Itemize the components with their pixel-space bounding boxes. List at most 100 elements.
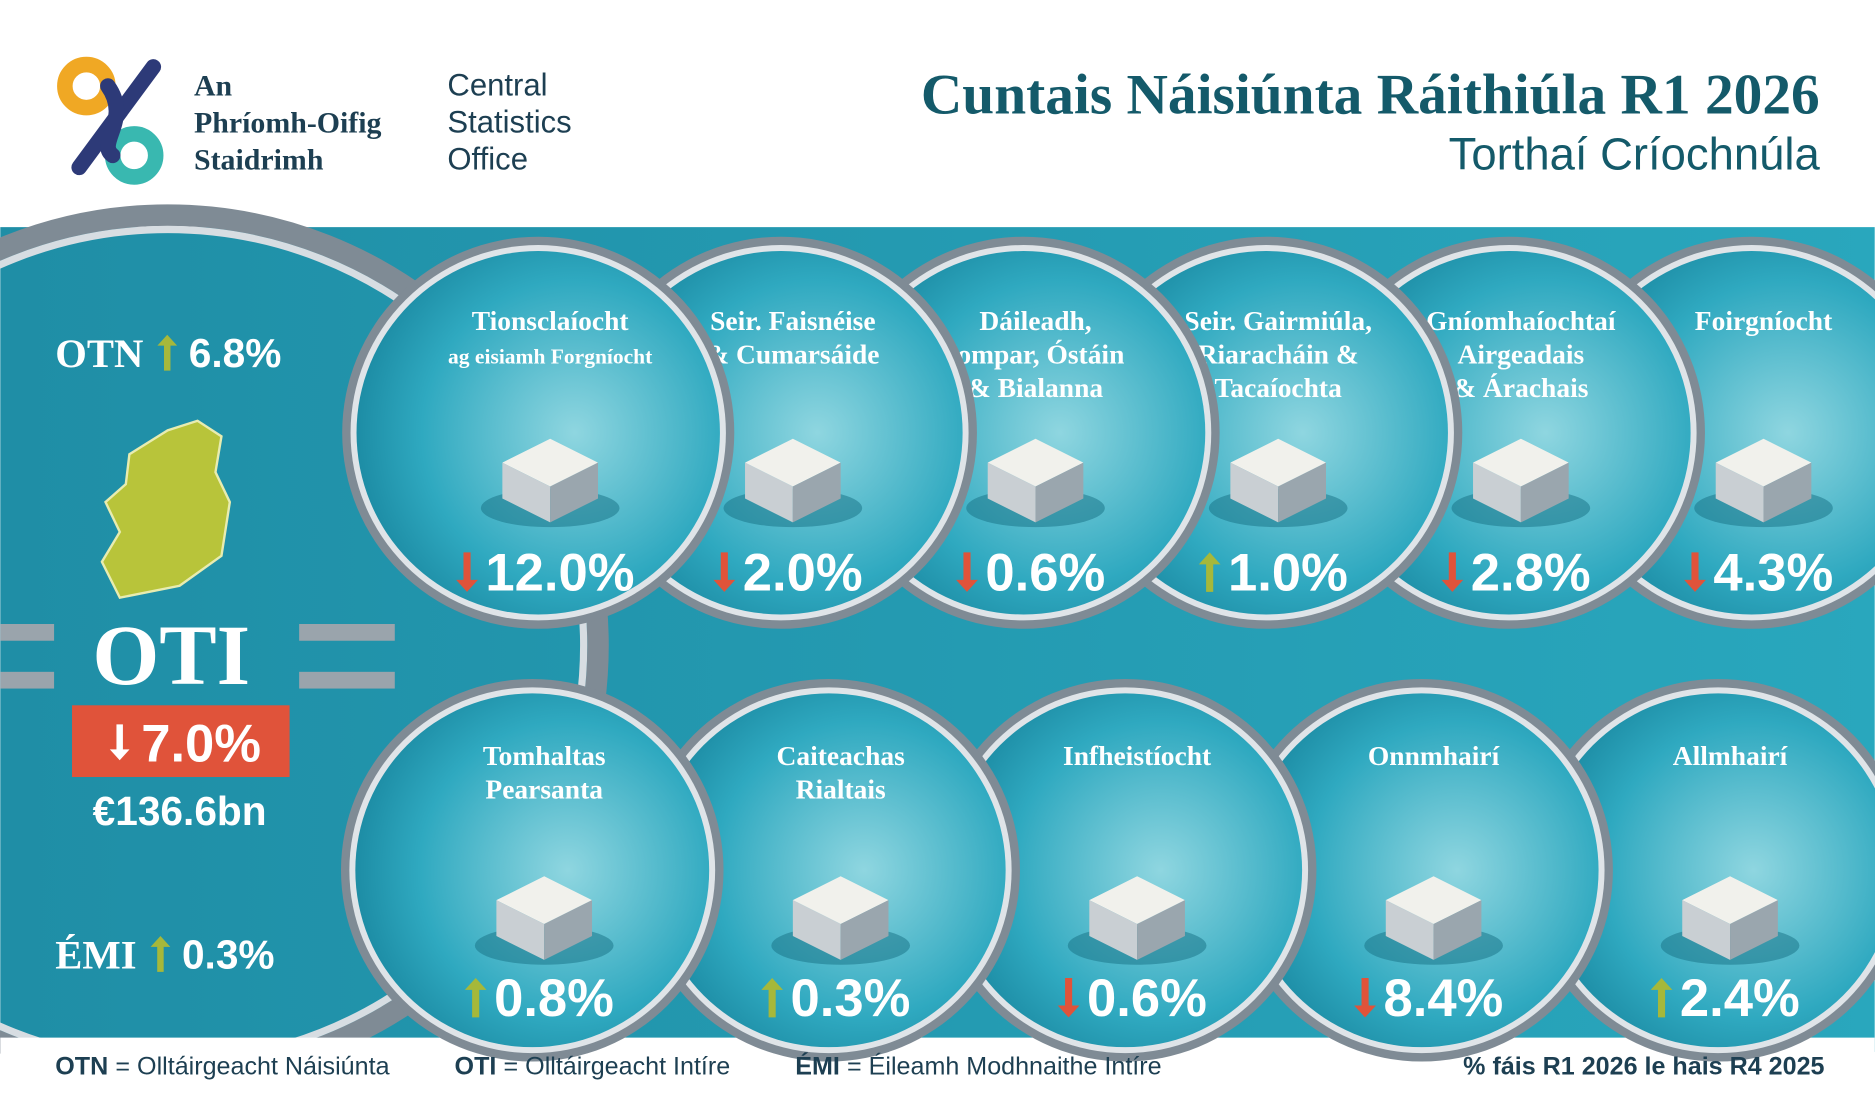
change-value: 0.6% xyxy=(985,544,1105,603)
arrow-up xyxy=(1198,552,1221,592)
arrow-down xyxy=(1441,552,1464,592)
legend-abbr: OTN xyxy=(55,1053,108,1081)
change-value: 4.3% xyxy=(1713,544,1833,603)
label-line: Caiteachas xyxy=(777,741,906,771)
label-line: Tionsclaíocht xyxy=(472,306,630,336)
change-value: 0.3% xyxy=(791,969,911,1028)
card-disc xyxy=(651,693,1006,1048)
logo-irish: An Phríomh-Oifig Staidrimh xyxy=(194,70,382,177)
connector xyxy=(299,671,395,689)
label-line: Onnmhairí xyxy=(1368,741,1500,771)
ireland-map xyxy=(100,419,232,600)
label-line: Pearsanta xyxy=(485,775,603,805)
arrow-down xyxy=(1354,977,1376,1018)
icon-right xyxy=(1035,462,1084,523)
label-line: Tomhaltas xyxy=(483,741,606,771)
legend-entry: ÉMI = Éileamh Modhnaithe Intíre xyxy=(795,1052,1161,1081)
card-label: Allmhairí xyxy=(1673,741,1788,771)
label-line: Seir. Gairmiúla, xyxy=(1184,306,1372,336)
card: Tionsclaíocht ag eisiamh Forgníocht 12.0% xyxy=(342,236,735,629)
connector xyxy=(299,624,395,641)
label-line: Seir. Faisnéise xyxy=(710,306,875,336)
change-value: 1.0% xyxy=(1228,544,1348,603)
icon-right xyxy=(840,900,889,960)
oti-box xyxy=(72,705,290,778)
icon-left xyxy=(1385,900,1434,960)
logo-english: Central Statistics Office xyxy=(447,68,571,177)
card-label: Dáileadh, Iompar, Óstáin & Bialanna xyxy=(947,306,1125,403)
legend-text: = Olltáirgeacht Náisiúnta xyxy=(115,1053,389,1081)
label-line: Dáileadh, xyxy=(979,306,1091,336)
arrow-down xyxy=(956,552,978,592)
label-line: Rialtais xyxy=(796,775,886,805)
change-value: 0.6% xyxy=(1087,969,1207,1028)
icon-left xyxy=(1682,900,1731,960)
oti-label: OTI xyxy=(92,607,250,703)
label-line: & Cumarsáide xyxy=(706,339,879,369)
summary-label: ÉMI xyxy=(55,932,136,977)
logo-line: Phríomh-Oifig xyxy=(194,107,382,140)
label-line: & Bialanna xyxy=(968,373,1103,403)
icon-left xyxy=(502,462,551,523)
legend-abbr: OTI xyxy=(455,1053,497,1081)
card: Caiteachas Rialtais 0.3% xyxy=(637,678,1020,1062)
card-label: Foirgníocht xyxy=(1695,306,1833,336)
logo-line: An xyxy=(194,70,233,103)
legend-text: = Éileamh Modhnaithe Intíre xyxy=(847,1052,1162,1081)
connector xyxy=(0,624,55,641)
icon-right xyxy=(544,900,593,960)
card-label: Tomhaltas Pearsanta xyxy=(483,741,606,804)
footer-note: % fáis R1 2026 le hais R4 2025 xyxy=(1463,1053,1824,1081)
card-label: Gníomhaíochtaí Airgeadais & Árachais xyxy=(1426,306,1616,403)
card: Tomhaltas Pearsanta 0.8% xyxy=(340,678,724,1062)
logo-mark xyxy=(57,56,164,185)
card: Infheistíocht 0.6% xyxy=(933,678,1317,1062)
card-label: Seir. Faisnéise & Cumarsáide xyxy=(706,306,879,369)
legend-text: = Olltáirgeacht Intíre xyxy=(504,1053,731,1081)
icon-left xyxy=(745,462,793,523)
label-line: Tacaíochta xyxy=(1215,373,1343,403)
card-disc xyxy=(356,251,720,615)
icon-left xyxy=(1715,462,1764,523)
card: Allmhairí 2.4% xyxy=(1526,679,1875,1062)
label-line: Airgeadais xyxy=(1457,339,1584,369)
change-value: 0.8% xyxy=(494,969,614,1028)
card-label: Caiteachas Rialtais xyxy=(777,741,906,804)
arrow-up xyxy=(761,977,783,1018)
arrow-down xyxy=(1684,552,1706,592)
card-disc xyxy=(1244,693,1599,1048)
arrow-up xyxy=(150,936,171,972)
summary: OTN 6.8% ÉMI 0.3% OTI 7.0% €136.6bn xyxy=(55,330,290,977)
icon-left xyxy=(1473,462,1521,523)
legend-abbr: ÉMI xyxy=(795,1052,840,1081)
oti-value: 7.0% xyxy=(141,714,261,773)
label-line: ag eisiamh Forgníocht xyxy=(448,344,653,368)
oti-amount: €136.6bn xyxy=(93,788,267,834)
card: Onnmhairí 8.4% xyxy=(1230,678,1613,1062)
icon-left xyxy=(792,900,841,960)
logo-line: Central xyxy=(447,68,547,103)
arrow-up xyxy=(464,977,487,1018)
summary-label: OTN xyxy=(55,331,143,376)
legend-entry: OTN = Olltáirgeacht Náisiúnta xyxy=(55,1053,389,1081)
card-label: Infheistíocht xyxy=(1063,741,1212,771)
change-value: 12.0% xyxy=(485,544,634,603)
logo-line: Statistics xyxy=(447,105,571,140)
label-line: & Árachais xyxy=(1453,373,1588,403)
icon-right xyxy=(1433,900,1482,960)
icon-left xyxy=(1230,462,1279,523)
card-label: Tionsclaíocht ag eisiamh Forgníocht xyxy=(448,306,653,368)
label-line: Infheistíocht xyxy=(1063,741,1212,771)
icon-right xyxy=(1730,900,1778,960)
icon-right xyxy=(550,462,599,523)
label-line: Iompar, Óstáin xyxy=(947,339,1125,369)
footer-bg xyxy=(0,1037,1875,1095)
summary-value: 0.3% xyxy=(182,931,275,977)
change-value: 2.4% xyxy=(1680,969,1800,1028)
arrow-down xyxy=(713,552,736,592)
label-line: Riaracháin & xyxy=(1198,339,1359,369)
logo-line: Office xyxy=(447,142,528,177)
icon-left xyxy=(496,900,545,960)
